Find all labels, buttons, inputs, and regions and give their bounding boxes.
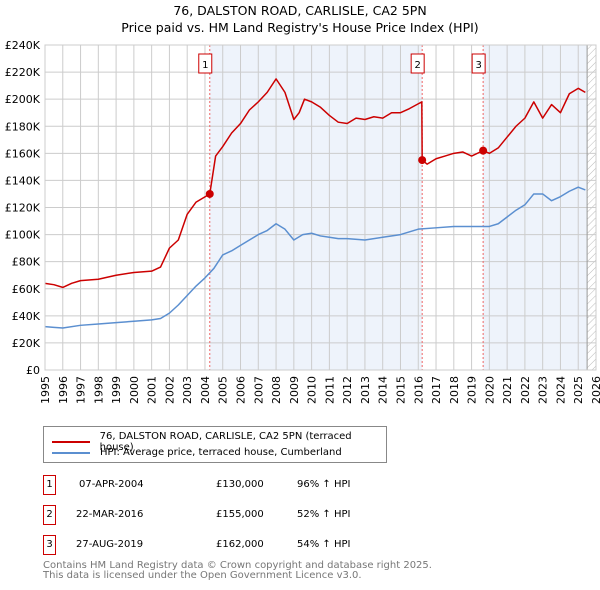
x-tick-label: 2024 [554,376,567,404]
x-tick-label: 1995 [39,376,52,404]
sale-hpi: 54% ↑ HPI [297,539,351,550]
title-line-2: Price paid vs. HM Land Registry's House … [121,20,479,35]
x-tick-label: 2008 [270,376,283,404]
x-tick-label: 1996 [57,376,70,404]
sale-price: £155,000 [216,509,264,520]
x-tick-label: 2001 [146,376,159,404]
x-tick-label: 2006 [235,376,248,404]
sale-date: 27-AUG-2019 [76,539,144,550]
x-tick-label: 1998 [92,376,105,404]
sale-date: 07-APR-2004 [79,479,144,490]
y-tick-label: £160K [5,147,41,160]
x-tick-label: 2012 [341,376,354,404]
x-tick-label: 2013 [359,376,372,404]
y-tick-label: £120K [5,202,41,215]
sale-point [418,156,427,165]
x-tick-label: 2026 [590,376,600,404]
sale-price: £130,000 [216,479,264,490]
legend-item-property: 76, DALSTON ROAD, CARLISLE, CA2 5PN (ter… [52,431,386,453]
plot-border [44,44,597,371]
y-tick-label: £140K [5,174,41,187]
x-tick-label: 2022 [519,376,532,404]
sale-label-box [410,53,425,74]
footer-copyright: Contains HM Land Registry data © Crown c… [43,560,432,571]
x-tick-label: 2005 [217,376,230,404]
y-tick-label: £0 [26,364,40,377]
x-tick-label: 2020 [483,376,496,404]
y-tick-label: £100K [5,229,41,242]
sale-row: 2 22-MAR-2016 £155,000 52% ↑ HPI [43,505,543,527]
x-tick-label: 2017 [430,376,443,404]
x-tick-label: 2015 [394,376,407,404]
title-line-1: 76, DALSTON ROAD, CARLISLE, CA2 5PN [173,3,427,18]
y-tick-label: £240K [5,39,41,52]
sale-row: 3 27-AUG-2019 £162,000 54% ↑ HPI [43,535,543,557]
x-tick-label: 2007 [252,376,265,404]
sale-point [205,189,214,198]
x-tick-label: 1999 [110,376,123,404]
sale-price: £162,000 [216,539,264,550]
x-tick-label: 2010 [306,376,319,404]
footer-licence: This data is licensed under the Open Gov… [43,570,362,581]
legend: 76, DALSTON ROAD, CARLISLE, CA2 5PN (ter… [43,426,387,463]
x-tick-label: 2019 [466,376,479,404]
sale-row: 1 07-APR-2004 £130,000 96% ↑ HPI [43,475,543,497]
x-tick-label: 2011 [323,376,336,404]
sale-label-box [198,53,213,74]
x-tick-label: 2021 [501,376,514,404]
sale-label: 3 [475,60,481,71]
x-tick-label: 2018 [448,376,461,404]
x-tick-label: 2014 [377,376,390,404]
y-tick-label: £80K [12,256,41,269]
price-chart: 1995 1996 1997 1998 1999 2000 2001 2002 2003 2004… [5,39,600,404]
sale-label: 1 [202,60,208,71]
sale-label-box [471,53,486,74]
sale-date: 22-MAR-2016 [76,509,144,520]
legend-label: HPI: Average price, terraced house, Cumb… [100,447,342,458]
sale-marker-label: 3 [43,535,56,555]
x-tick-label: 2025 [572,376,585,404]
sale-hpi: 52% ↑ HPI [297,509,351,520]
x-tick-label: 2002 [163,376,176,404]
x-tick-label: 2016 [412,376,425,404]
x-tick-label: 2023 [537,376,550,404]
y-tick-label: £200K [5,93,41,106]
sale-marker-label: 1 [43,475,56,495]
x-tick-label: 2009 [288,376,301,404]
y-tick-label: £20K [12,337,41,350]
x-tick-label: 2000 [128,376,141,404]
legend-item-hpi: HPI: Average price, terraced house, Cumb… [52,447,342,458]
x-tick-label: 1997 [75,376,88,404]
x-tick-label: 2004 [199,376,212,404]
x-tick-label: 2003 [181,376,194,404]
legend-swatch-blue [52,451,90,454]
chart-title: 76, DALSTON ROAD, CARLISLE, CA2 5PN Pric… [0,2,600,36]
series-line [44,78,586,289]
sale-point [479,146,488,155]
y-tick-label: £40K [12,310,41,323]
sale-marker-label: 2 [43,505,56,525]
series-line [44,186,586,329]
sale-hpi: 96% ↑ HPI [297,479,351,490]
y-tick-label: £60K [12,283,41,296]
legend-swatch-red [52,441,90,443]
y-tick-label: £180K [5,120,41,133]
legend-label: 76, DALSTON ROAD, CARLISLE, CA2 5PN (ter… [99,431,352,453]
y-tick-label: £220K [5,66,41,79]
sale-label: 2 [414,60,420,71]
